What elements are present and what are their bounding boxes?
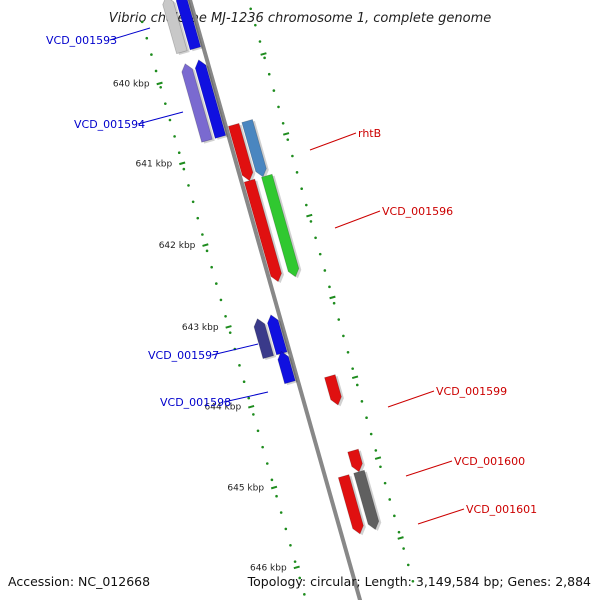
ruler-tick (329, 295, 336, 300)
gene-arrow[interactable] (162, 0, 188, 55)
gene-label[interactable]: VCD_001594 (74, 118, 145, 131)
accession-text: Accession: NC_012668 (8, 574, 150, 589)
gene-label[interactable]: VCD_001601 (466, 503, 537, 516)
kbp-label: 645 kbp (227, 484, 264, 494)
gene-arrow[interactable] (337, 474, 364, 535)
gene-arrow[interactable] (243, 178, 282, 283)
kbp-label: 644 kbp (205, 403, 242, 413)
gene-vcd_001594[interactable] (181, 59, 229, 144)
leader-line (309, 132, 357, 151)
gene-vcd_001593[interactable] (162, 0, 204, 56)
gene-arrow-secondary[interactable] (353, 469, 380, 531)
ruler-track (249, 7, 415, 583)
gene-label[interactable]: VCD_001593 (46, 34, 117, 47)
gene-arrow[interactable] (277, 350, 296, 385)
ruler-tick (202, 243, 209, 247)
gene-arrow[interactable] (324, 374, 342, 406)
gene-arrow-secondary[interactable] (267, 314, 288, 356)
leader-line (405, 460, 453, 477)
leader-line (137, 111, 184, 125)
kbp-label: 641 kbp (136, 159, 173, 169)
gene-arrow-secondary[interactable] (261, 173, 300, 278)
gene-vcd_001599[interactable] (324, 374, 344, 407)
ruler-tick (351, 375, 359, 380)
gene-features (162, 0, 382, 536)
ruler-tick (293, 565, 300, 570)
kbp-label: 643 kbp (182, 323, 219, 333)
ruler-tick (282, 132, 290, 136)
gene-arrow[interactable] (181, 63, 213, 143)
leader-line (223, 391, 269, 403)
leader-line (109, 27, 151, 41)
ruler-tick (156, 81, 163, 86)
gene-rhtb[interactable] (227, 119, 269, 183)
gene-arrow-secondary[interactable] (175, 0, 202, 51)
ruler-tick (374, 456, 382, 460)
gene-arrow[interactable] (227, 122, 254, 182)
tracks: 640 kbp 641 kbp 642 kbp 643 kbp 644 kbp 645 k… (113, 0, 415, 600)
genome-summary: Topology: circular; Length: 3,149,584 bp… (247, 574, 591, 589)
gene-label[interactable]: VCD_001596 (382, 205, 453, 218)
ruler-tick (397, 536, 404, 540)
gene-label[interactable]: VCD_001600 (454, 455, 525, 468)
kbp-label: 646 kbp (250, 563, 287, 573)
ruler-tick (179, 161, 186, 166)
gene-labels: VCD_001593 VCD_001594 rhtB VCD_001596 VCD_00… (46, 27, 537, 525)
kbp-label: 642 kbp (159, 241, 196, 251)
gene-arrow[interactable] (253, 318, 275, 360)
ruler-track (140, 20, 306, 596)
ruler-tick (248, 404, 255, 409)
ruler-tick (225, 325, 232, 329)
leader-line (417, 508, 465, 525)
gene-vcd_001601[interactable] (337, 469, 382, 536)
gene-label[interactable]: VCD_001597 (148, 349, 219, 362)
leader-line (211, 343, 259, 356)
leader-line (334, 210, 381, 229)
gene-arrow[interactable] (347, 448, 363, 473)
chromosome-backbone (187, 0, 363, 600)
gene-vcd_001600[interactable] (347, 448, 365, 474)
gene-label[interactable]: VCD_001599 (436, 385, 507, 398)
ruler-tick (270, 485, 278, 490)
gene-label[interactable]: VCD_001598 (160, 396, 231, 409)
ruler-tick (260, 52, 267, 56)
gene-vcd_001596[interactable] (243, 173, 302, 284)
leader-line (387, 390, 435, 408)
map-title: Vibrio cholerae MJ-1236 chromosome 1, co… (109, 11, 491, 26)
kbp-label: 640 kbp (113, 79, 150, 89)
gene-label[interactable]: rhtB (358, 127, 381, 140)
gene-vcd_001597[interactable] (253, 314, 290, 361)
gene-arrow-secondary[interactable] (241, 119, 267, 178)
gene-arrow-secondary[interactable] (194, 59, 227, 139)
ruler-tick (306, 213, 313, 218)
gene-vcd_001598[interactable] (277, 350, 298, 386)
